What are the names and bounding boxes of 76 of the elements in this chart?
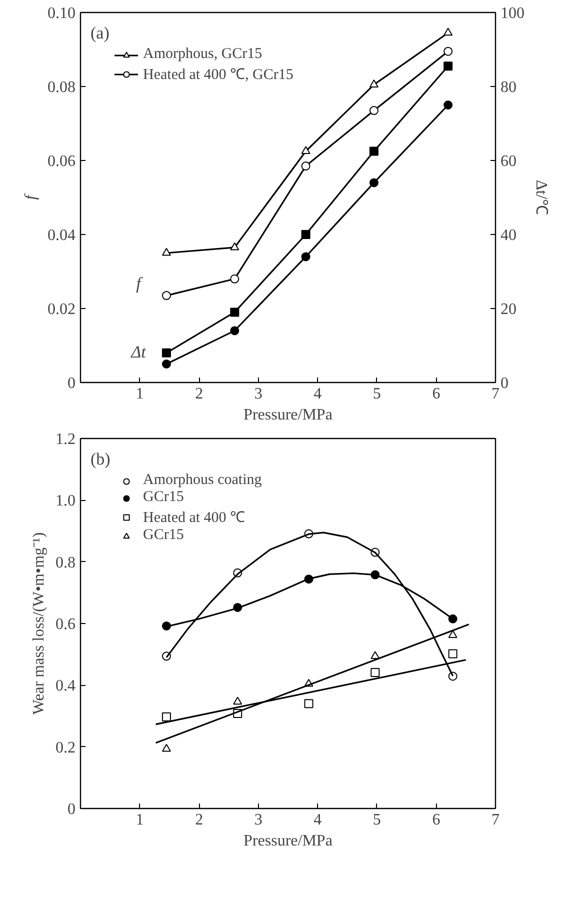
y2-tick-label: 40 [500,227,516,244]
point [301,230,310,239]
y-tick-label: 0 [68,375,76,392]
point [162,248,171,256]
y-tick-label: 0.02 [48,301,76,318]
y-tick-label: 0.04 [48,227,76,244]
x-tick-label: 1 [136,812,144,828]
y-axis-title: f [22,192,40,200]
legend-label: Amorphous coating [143,472,262,489]
x-tick-label: 7 [492,386,500,402]
point [444,28,453,36]
point [230,308,240,317]
x-tick-label: 4 [314,386,322,402]
point [448,649,458,658]
y-tick-label: 1.0 [56,492,76,510]
legend-label: Amorphous, GCr15 [143,46,262,63]
point [444,62,453,71]
x-tick-label: 3 [254,386,262,402]
x-tick-label: 6 [432,812,440,828]
point [448,630,458,638]
point [301,146,310,154]
y-tick-label: 0.2 [56,739,76,756]
y2-axis-title: Δt/℃ [532,180,550,216]
y-tick-label: 0.4 [56,678,76,695]
point [444,46,453,56]
y-tick-label: 0.6 [56,616,76,633]
point [301,162,310,171]
point [162,348,171,358]
point [369,80,378,88]
annotation: Δt [130,342,148,362]
point [304,699,314,708]
annotation: (b) [90,450,110,468]
y-tick-label: 1.2 [56,431,76,448]
y2-tick-label: 0 [500,375,508,392]
point [230,326,240,336]
point [162,360,171,368]
x-tick-label: 6 [432,386,440,402]
legend-label: GCr15 [143,489,184,506]
legend-label: Heated at 400 ℃, GCr15 [143,66,294,84]
annotation: f [136,274,144,294]
legend-label: Heated at 400 ℃ [143,509,246,527]
point [301,252,310,262]
point [162,291,171,300]
point [370,651,380,659]
point [162,712,171,722]
y-tick-label: 0.06 [48,153,76,170]
y2-tick-label: 60 [500,153,516,170]
x-axis-title: Pressure/MPa [244,406,332,424]
y2-tick-label: 80 [500,79,516,96]
legend-label: GCr15 [143,527,184,544]
x-axis-title: Pressure/MPa [244,832,332,850]
annotation: (a) [90,24,110,42]
y-tick-label: 0.8 [56,554,76,572]
x-tick-label: 4 [314,812,322,828]
x-tick-label: 7 [492,812,500,828]
point [369,146,378,156]
x-tick-label: 3 [254,812,262,828]
y-tick-label: 0.10 [48,5,76,22]
y-axis-title: Wear mass loss/(W•m•mg⁻¹) [30,532,48,715]
point [369,106,378,116]
point [370,668,380,678]
x-tick-label: 5 [372,812,381,828]
point [233,696,242,705]
x-tick-label: 2 [195,812,204,828]
point [230,274,240,284]
x-tick-label: 2 [195,386,204,402]
x-tick-label: 5 [372,386,381,402]
y2-tick-label: 20 [500,301,516,318]
point [444,100,453,110]
point [230,242,240,250]
x-tick-label: 1 [136,386,144,402]
y-tick-label: 0 [68,801,76,818]
y-tick-label: 0.08 [48,79,76,96]
point [162,744,171,752]
point [369,178,378,188]
y2-tick-label: 100 [500,5,524,22]
